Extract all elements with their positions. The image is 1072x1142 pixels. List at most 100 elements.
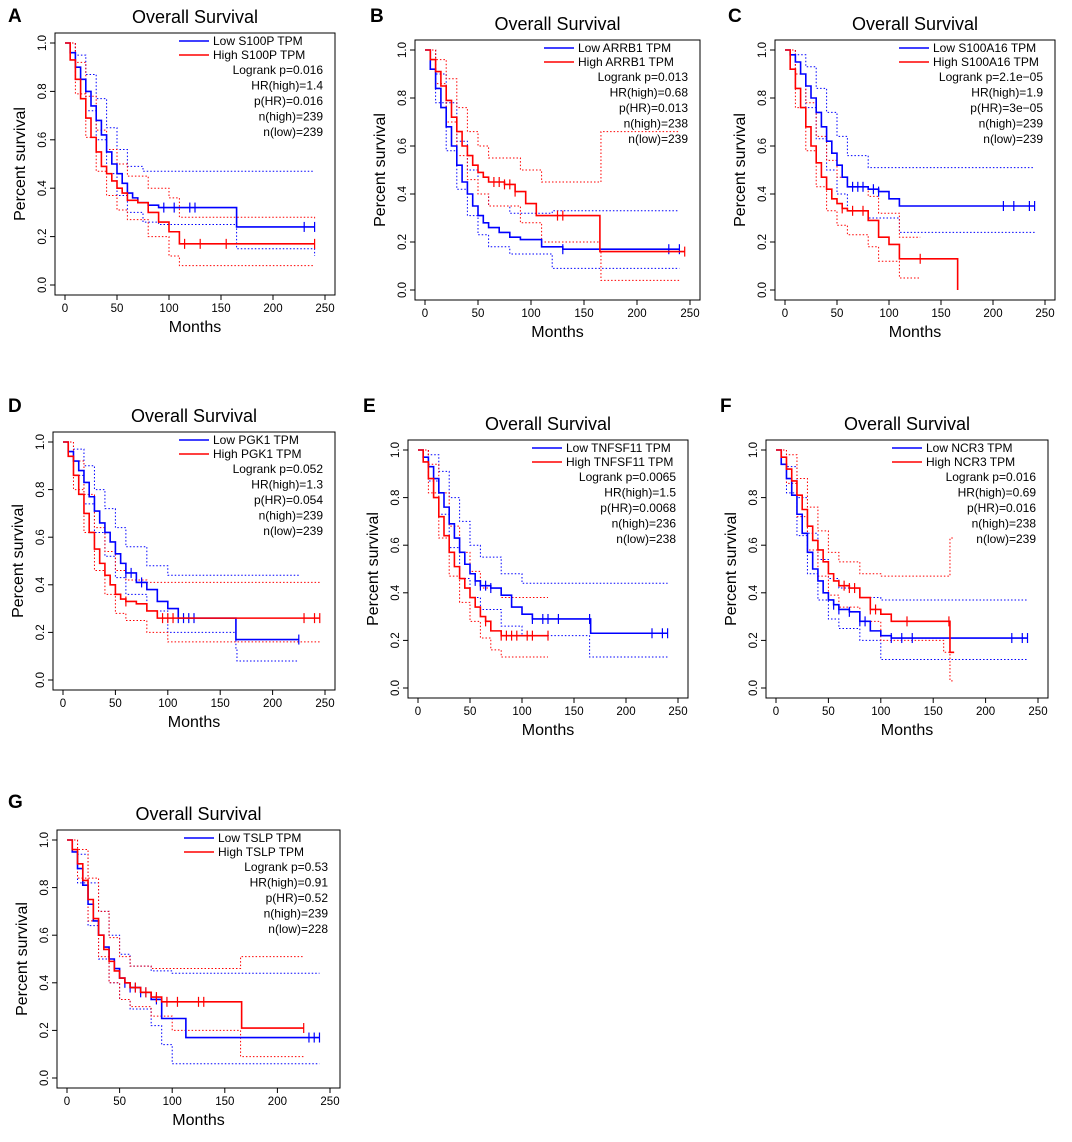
plot-frame [774, 39, 1056, 301]
x-tick-label: 50 [109, 698, 122, 710]
chart-title: Overall Survival [131, 406, 257, 426]
legend-entry: Low ARRB1 TPM [578, 41, 671, 55]
stat-line: Logrank p=0.016 [946, 470, 1037, 484]
x-tick-label: 100 [158, 698, 177, 710]
y-tick-label: 1.0 [35, 434, 47, 450]
panel-letter: G [8, 792, 23, 813]
y-tick-label: 0.2 [35, 624, 47, 640]
stat-line: Logrank p=0.052 [233, 462, 324, 476]
confidence-band-upper [63, 441, 299, 576]
survival-curve-high [65, 42, 315, 245]
y-tick-label: 0.0 [390, 680, 402, 696]
y-tick-label: 1.0 [37, 35, 49, 51]
y-tick-label: 0.0 [37, 277, 49, 293]
plot-frame [54, 32, 336, 296]
y-tick-label: 0.2 [397, 234, 409, 250]
stat-line: p(HR)=0.0068 [600, 501, 676, 515]
stat-line: n(high)=239 [259, 509, 324, 523]
x-tick-label: 0 [773, 706, 779, 718]
x-axis-label: Months [522, 722, 574, 739]
y-tick-label: 0.6 [390, 537, 402, 553]
confidence-band-upper [425, 49, 680, 183]
confidence-band-upper [776, 449, 955, 577]
y-tick-label: 0.8 [748, 490, 760, 506]
panel-e: E Overall Survival 0 50 100 150 200 250 0.0 0.2 0.… [363, 396, 689, 739]
plot-frame [407, 439, 689, 699]
confidence-band-upper [425, 49, 680, 214]
confidence-band-lower [776, 449, 955, 682]
y-tick-label: 0.8 [39, 880, 51, 896]
x-tick-label: 200 [627, 308, 646, 320]
chart-title: Overall Survival [852, 14, 978, 34]
y-tick-label: 0.6 [748, 537, 760, 553]
panel-letter: F [720, 396, 732, 417]
y-tick-label: 0.4 [757, 185, 769, 202]
x-tick-label: 0 [415, 706, 421, 718]
panel-letter: C [728, 6, 742, 27]
confidence-band-upper [65, 42, 315, 172]
x-tick-label: 200 [983, 308, 1002, 320]
chart-title: Overall Survival [494, 14, 620, 34]
plot-frame [414, 39, 701, 301]
legend-entry: High NCR3 TPM [926, 455, 1015, 469]
y-tick-label: 0.8 [757, 90, 769, 106]
x-tick-label: 250 [320, 1096, 339, 1108]
legend-entry: High S100P TPM [213, 48, 305, 62]
survival-curve-high [63, 441, 320, 619]
y-tick-label: 0.2 [39, 1022, 51, 1038]
x-tick-label: 100 [879, 308, 898, 320]
x-tick-label: 200 [616, 706, 635, 718]
x-tick-label: 0 [422, 308, 428, 320]
confidence-band-lower [785, 49, 921, 279]
plot-frame [52, 431, 336, 691]
x-tick-label: 50 [113, 1096, 126, 1108]
y-tick-label: 0.2 [37, 229, 49, 245]
y-axis-label: Percent survival [365, 512, 382, 626]
chart-title: Overall Survival [132, 7, 258, 27]
x-tick-label: 0 [64, 1096, 70, 1108]
survival-curve-low [785, 49, 1035, 207]
x-tick-label: 200 [263, 303, 282, 315]
legend-entry: Low TSLP TPM [218, 831, 301, 845]
y-axis-label: Percent survival [723, 512, 740, 626]
x-axis-label: Months [169, 319, 221, 336]
x-tick-label: 150 [931, 308, 950, 320]
stat-line: p(HR)=3e−05 [970, 101, 1043, 115]
confidence-band-lower [63, 441, 299, 662]
stat-line: n(high)=239 [259, 110, 324, 124]
y-tick-label: 0.4 [748, 584, 760, 601]
x-tick-label: 150 [211, 303, 230, 315]
x-tick-label: 0 [782, 308, 788, 320]
y-tick-label: 0.6 [39, 927, 51, 943]
confidence-band-lower [776, 449, 1028, 660]
confidence-band-upper [418, 449, 668, 584]
y-tick-label: 1.0 [748, 442, 760, 458]
x-tick-label: 150 [564, 706, 583, 718]
x-tick-label: 100 [163, 1096, 182, 1108]
survival-curve-high [418, 449, 548, 637]
y-tick-label: 0.8 [37, 83, 49, 99]
x-axis-label: Months [168, 714, 220, 731]
x-tick-label: 50 [472, 308, 485, 320]
y-axis-label: Percent survival [12, 107, 29, 221]
x-axis-label: Months [172, 1112, 224, 1129]
panel-letter: D [8, 396, 22, 417]
stat-line: Logrank p=2.1e−05 [939, 70, 1043, 84]
y-tick-label: 0.6 [35, 529, 47, 545]
survival-curve-high [776, 449, 955, 654]
panel-d: D Overall Survival 0 50 100 150 200 250 0.0 0.2 0.… [8, 396, 336, 731]
y-axis-label: Percent survival [732, 113, 749, 227]
x-tick-label: 150 [215, 1096, 234, 1108]
panel-letter: B [370, 6, 384, 27]
x-tick-label: 0 [60, 698, 66, 710]
survival-curve-high [785, 49, 959, 290]
x-tick-label: 150 [574, 308, 593, 320]
y-tick-label: 1.0 [390, 442, 402, 458]
plot-frame [765, 439, 1049, 699]
stat-line: n(low)=228 [268, 922, 328, 936]
confidence-band-upper [418, 449, 548, 599]
y-tick-label: 0.6 [757, 138, 769, 154]
panel-letter: E [363, 396, 376, 417]
stat-line: n(high)=238 [972, 517, 1037, 531]
x-tick-label: 50 [822, 706, 835, 718]
